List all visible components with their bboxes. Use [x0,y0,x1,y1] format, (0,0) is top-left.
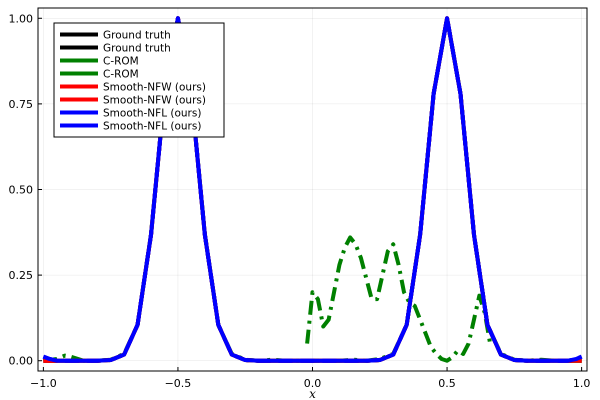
y-tick-label: 0.00 [9,355,34,368]
series-line [42,16,583,363]
y-tick-label: 0.25 [9,269,34,282]
axis-ticks: −1.0 −0.5 0.0 0.5 1.0 0.00 0.25 0.50 0.75 1.00 [9,12,591,390]
series-line [305,235,493,363]
legend-entry: C-ROM [103,69,139,81]
legend-box [53,22,225,138]
legend-entry: Smooth-NFW (ours) [103,82,206,94]
legend-entry: Smooth-NFL (ours) [103,121,201,133]
x-tick-label: 0.5 [438,377,456,390]
legend-entry: Ground truth [103,43,171,55]
y-tick-label: 0.75 [9,98,34,111]
series-lines [42,16,583,363]
y-tick-label: 0.50 [9,184,34,197]
legend-entry: Smooth-NFW (ours) [103,95,206,107]
legend-entry: C-ROM [103,56,139,68]
legend-entry: Smooth-NFL (ours) [103,108,201,120]
legend-entry: Ground truth [103,30,171,42]
y-tick-label: 1.00 [9,12,34,25]
x-tick-label: 0.0 [304,377,322,390]
x-tick-label: 1.0 [573,377,591,390]
x-tick-label: −1.0 [30,377,57,390]
x-axis-label: x [309,387,316,400]
x-tick-label: −0.5 [165,377,192,390]
